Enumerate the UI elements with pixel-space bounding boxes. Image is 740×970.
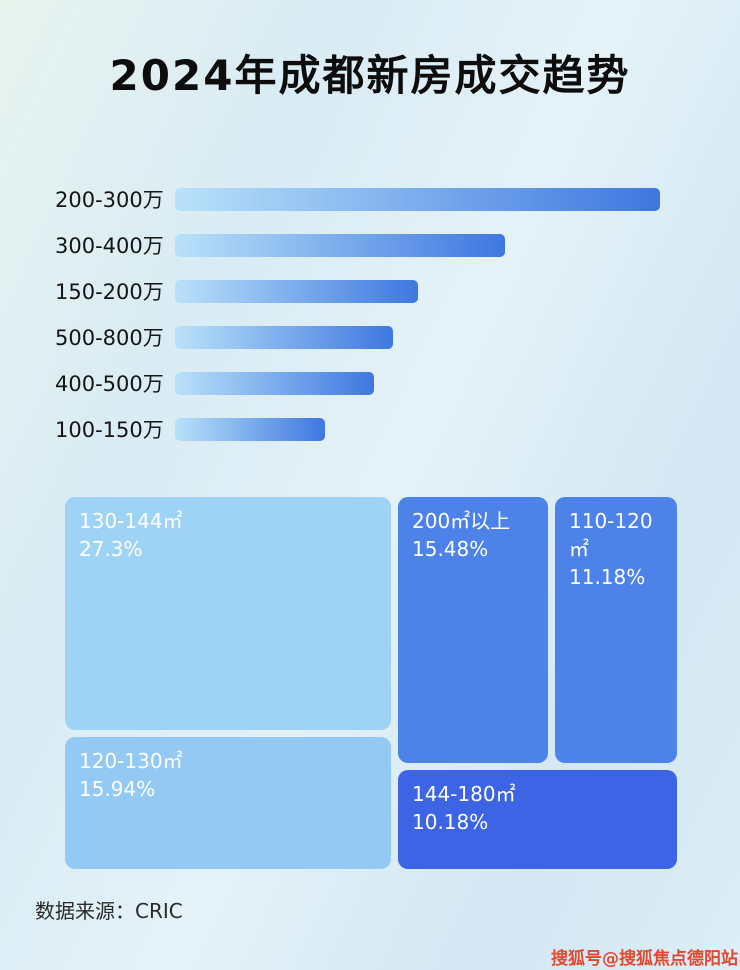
treemap-label: 110-120㎡ <box>569 509 653 561</box>
treemap-block-130-144: 130-144㎡ 27.3% <box>65 497 391 730</box>
bar-label: 100-150万 <box>55 418 164 442</box>
treemap-block-144-180: 144-180㎡ 10.18% <box>398 770 677 869</box>
page-title: 2024年成都新房成交趋势 <box>109 51 631 100</box>
bar-100-150 <box>175 417 326 441</box>
watermark: 搜狐号@搜狐焦点德阳站 <box>551 949 738 969</box>
treemap-percent: 15.48% <box>412 537 489 561</box>
bar-150-200 <box>175 279 418 303</box>
treemap-label: 120-130㎡ <box>79 749 183 773</box>
bar-200-300 <box>175 187 660 211</box>
bar-400-500 <box>175 371 374 395</box>
bar-row: 100-150万 <box>55 406 685 452</box>
bar-label: 200-300万 <box>55 188 164 212</box>
bar-track <box>175 233 660 257</box>
bar-500-800 <box>175 325 394 349</box>
bar-label: 300-400万 <box>55 234 164 258</box>
treemap-block-110-120: 110-120㎡ 11.18% <box>555 497 677 763</box>
treemap-block-200-plus: 200㎡以上 15.48% <box>398 497 548 763</box>
bar-label: 400-500万 <box>55 372 164 396</box>
bar-row: 200-300万 <box>55 176 685 222</box>
treemap-label: 144-180㎡ <box>412 782 516 806</box>
treemap-percent: 11.18% <box>569 565 646 589</box>
data-source: 数据来源：CRIC <box>35 899 183 923</box>
treemap-percent: 15.94% <box>79 777 156 801</box>
bar-label: 150-200万 <box>55 280 164 304</box>
price-range-bar-chart: 200-300万 300-400万 150-200万 500-800万 400- <box>55 176 685 452</box>
bar-track <box>175 417 660 441</box>
bar-label: 500-800万 <box>55 326 164 350</box>
bar-row: 400-500万 <box>55 360 685 406</box>
treemap-label: 130-144㎡ <box>79 509 183 533</box>
treemap-percent: 27.3% <box>79 537 143 561</box>
bar-track <box>175 279 660 303</box>
bar-300-400 <box>175 233 505 257</box>
bar-track <box>175 187 660 211</box>
treemap-label: 200㎡以上 <box>412 509 511 533</box>
area-size-treemap: 130-144㎡ 27.3% 120-130㎡ 15.94% 200㎡以上 15… <box>65 497 677 869</box>
bar-track <box>175 371 660 395</box>
bar-row: 300-400万 <box>55 222 685 268</box>
bar-row: 150-200万 <box>55 268 685 314</box>
bar-track <box>175 325 660 349</box>
treemap-block-120-130: 120-130㎡ 15.94% <box>65 737 391 869</box>
bar-row: 500-800万 <box>55 314 685 360</box>
treemap-percent: 10.18% <box>412 810 489 834</box>
